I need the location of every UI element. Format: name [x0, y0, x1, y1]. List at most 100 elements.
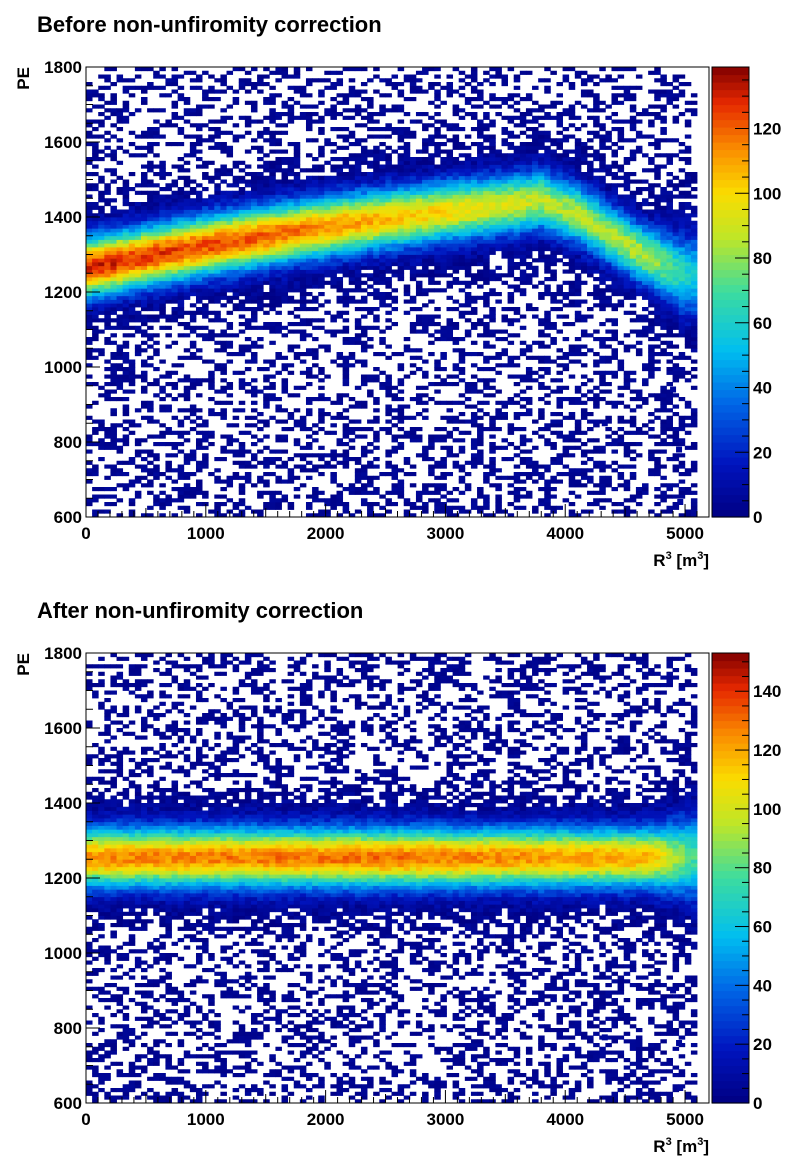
heatmap-cell [128, 333, 136, 338]
heatmap-cell [379, 262, 386, 267]
heatmap-cell [147, 314, 154, 319]
heatmap-cell [147, 434, 154, 439]
heatmap-cell [428, 483, 435, 488]
heatmap-cell [477, 449, 484, 454]
heatmap-cell [385, 382, 392, 387]
heatmap-cell [214, 175, 221, 180]
heatmap-cell [232, 239, 240, 244]
heatmap-cell [477, 168, 484, 173]
heatmap-cell [86, 404, 93, 409]
heatmap-cell [122, 232, 130, 237]
heatmap-cell [415, 85, 423, 90]
heatmap-cell [318, 89, 325, 94]
heatmap-cell [312, 243, 319, 248]
heatmap-cell [226, 385, 234, 390]
heatmap-cell [171, 468, 179, 473]
heatmap-cell [122, 370, 130, 375]
heatmap-cell [269, 505, 276, 510]
heatmap-cell [391, 408, 399, 413]
heatmap-cell [86, 254, 93, 259]
heatmap-cell [110, 352, 117, 357]
heatmap-cell [159, 273, 166, 278]
heatmap-cell [263, 472, 270, 477]
heatmap-cell [134, 134, 142, 139]
heatmap-cell [385, 134, 392, 139]
heatmap-cell [244, 348, 252, 353]
heatmap-cell [477, 490, 484, 495]
heatmap-cell [458, 265, 466, 270]
heatmap-cell [507, 228, 515, 233]
heatmap-cell [122, 318, 130, 323]
heatmap-cell [220, 179, 227, 184]
heatmap-cell [507, 490, 515, 495]
heatmap-cell [495, 205, 502, 210]
heatmap-cell [250, 205, 258, 210]
heatmap-cell [385, 179, 392, 184]
heatmap-cell [385, 318, 392, 323]
heatmap-cell [525, 254, 533, 259]
heatmap-cell [403, 190, 411, 195]
heatmap-cell [287, 235, 295, 240]
heatmap-cell [513, 235, 521, 240]
heatmap-cell [379, 179, 386, 184]
heatmap-cell [183, 273, 191, 278]
heatmap-cell [171, 198, 179, 203]
heatmap-cell [348, 108, 356, 113]
heatmap-cell [489, 119, 496, 124]
heatmap-cell [470, 183, 478, 188]
heatmap-cell [128, 284, 136, 289]
heatmap-cell [312, 273, 319, 278]
heatmap-cell [409, 179, 417, 184]
heatmap-cell [214, 202, 221, 207]
heatmap-cell [232, 292, 240, 297]
heatmap-cell [281, 74, 289, 79]
heatmap-cell [208, 509, 215, 514]
heatmap-cell [397, 483, 405, 488]
heatmap-cell [140, 385, 148, 390]
heatmap-cell [299, 190, 307, 195]
heatmap-cell [299, 179, 307, 184]
heatmap-cell [208, 224, 215, 229]
heatmap-cell [373, 352, 380, 357]
heatmap-cell [428, 205, 435, 210]
heatmap-cell [397, 367, 405, 372]
heatmap-cell [318, 235, 325, 240]
heatmap-cell [116, 250, 124, 255]
heatmap-cell [385, 265, 392, 270]
heatmap-cell [525, 247, 533, 252]
heatmap-cell [446, 123, 454, 128]
heatmap-cell [263, 367, 270, 372]
heatmap-cell [330, 175, 337, 180]
heatmap-cell [483, 175, 490, 180]
heatmap-cell [128, 243, 136, 248]
heatmap-cell [312, 262, 319, 267]
heatmap-cell [434, 228, 441, 233]
heatmap-cell [98, 385, 105, 390]
heatmap-cell [525, 190, 533, 195]
heatmap-cell [140, 130, 148, 135]
heatmap-cell [195, 269, 203, 274]
heatmap-cell [470, 277, 478, 282]
heatmap-cell [519, 434, 527, 439]
heatmap-cell [92, 205, 99, 210]
heatmap-cell [208, 232, 215, 237]
heatmap-cell [397, 194, 405, 199]
heatmap-cell [446, 280, 454, 285]
heatmap-cell [238, 202, 246, 207]
heatmap-cell [312, 190, 319, 195]
heatmap-cell [379, 382, 386, 387]
heatmap-cell [140, 348, 148, 353]
heatmap-cell [318, 277, 325, 282]
heatmap-cell [495, 494, 502, 499]
heatmap-cell [110, 224, 117, 229]
heatmap-cell [257, 157, 264, 162]
heatmap-cell [360, 344, 368, 349]
heatmap-cell [281, 217, 289, 222]
heatmap-cell [122, 483, 130, 488]
heatmap-cell [244, 183, 252, 188]
heatmap-cell [470, 502, 478, 507]
heatmap-cell [183, 415, 191, 420]
heatmap-cell [177, 239, 185, 244]
heatmap-cell [470, 243, 478, 248]
heatmap-cell [153, 378, 160, 383]
